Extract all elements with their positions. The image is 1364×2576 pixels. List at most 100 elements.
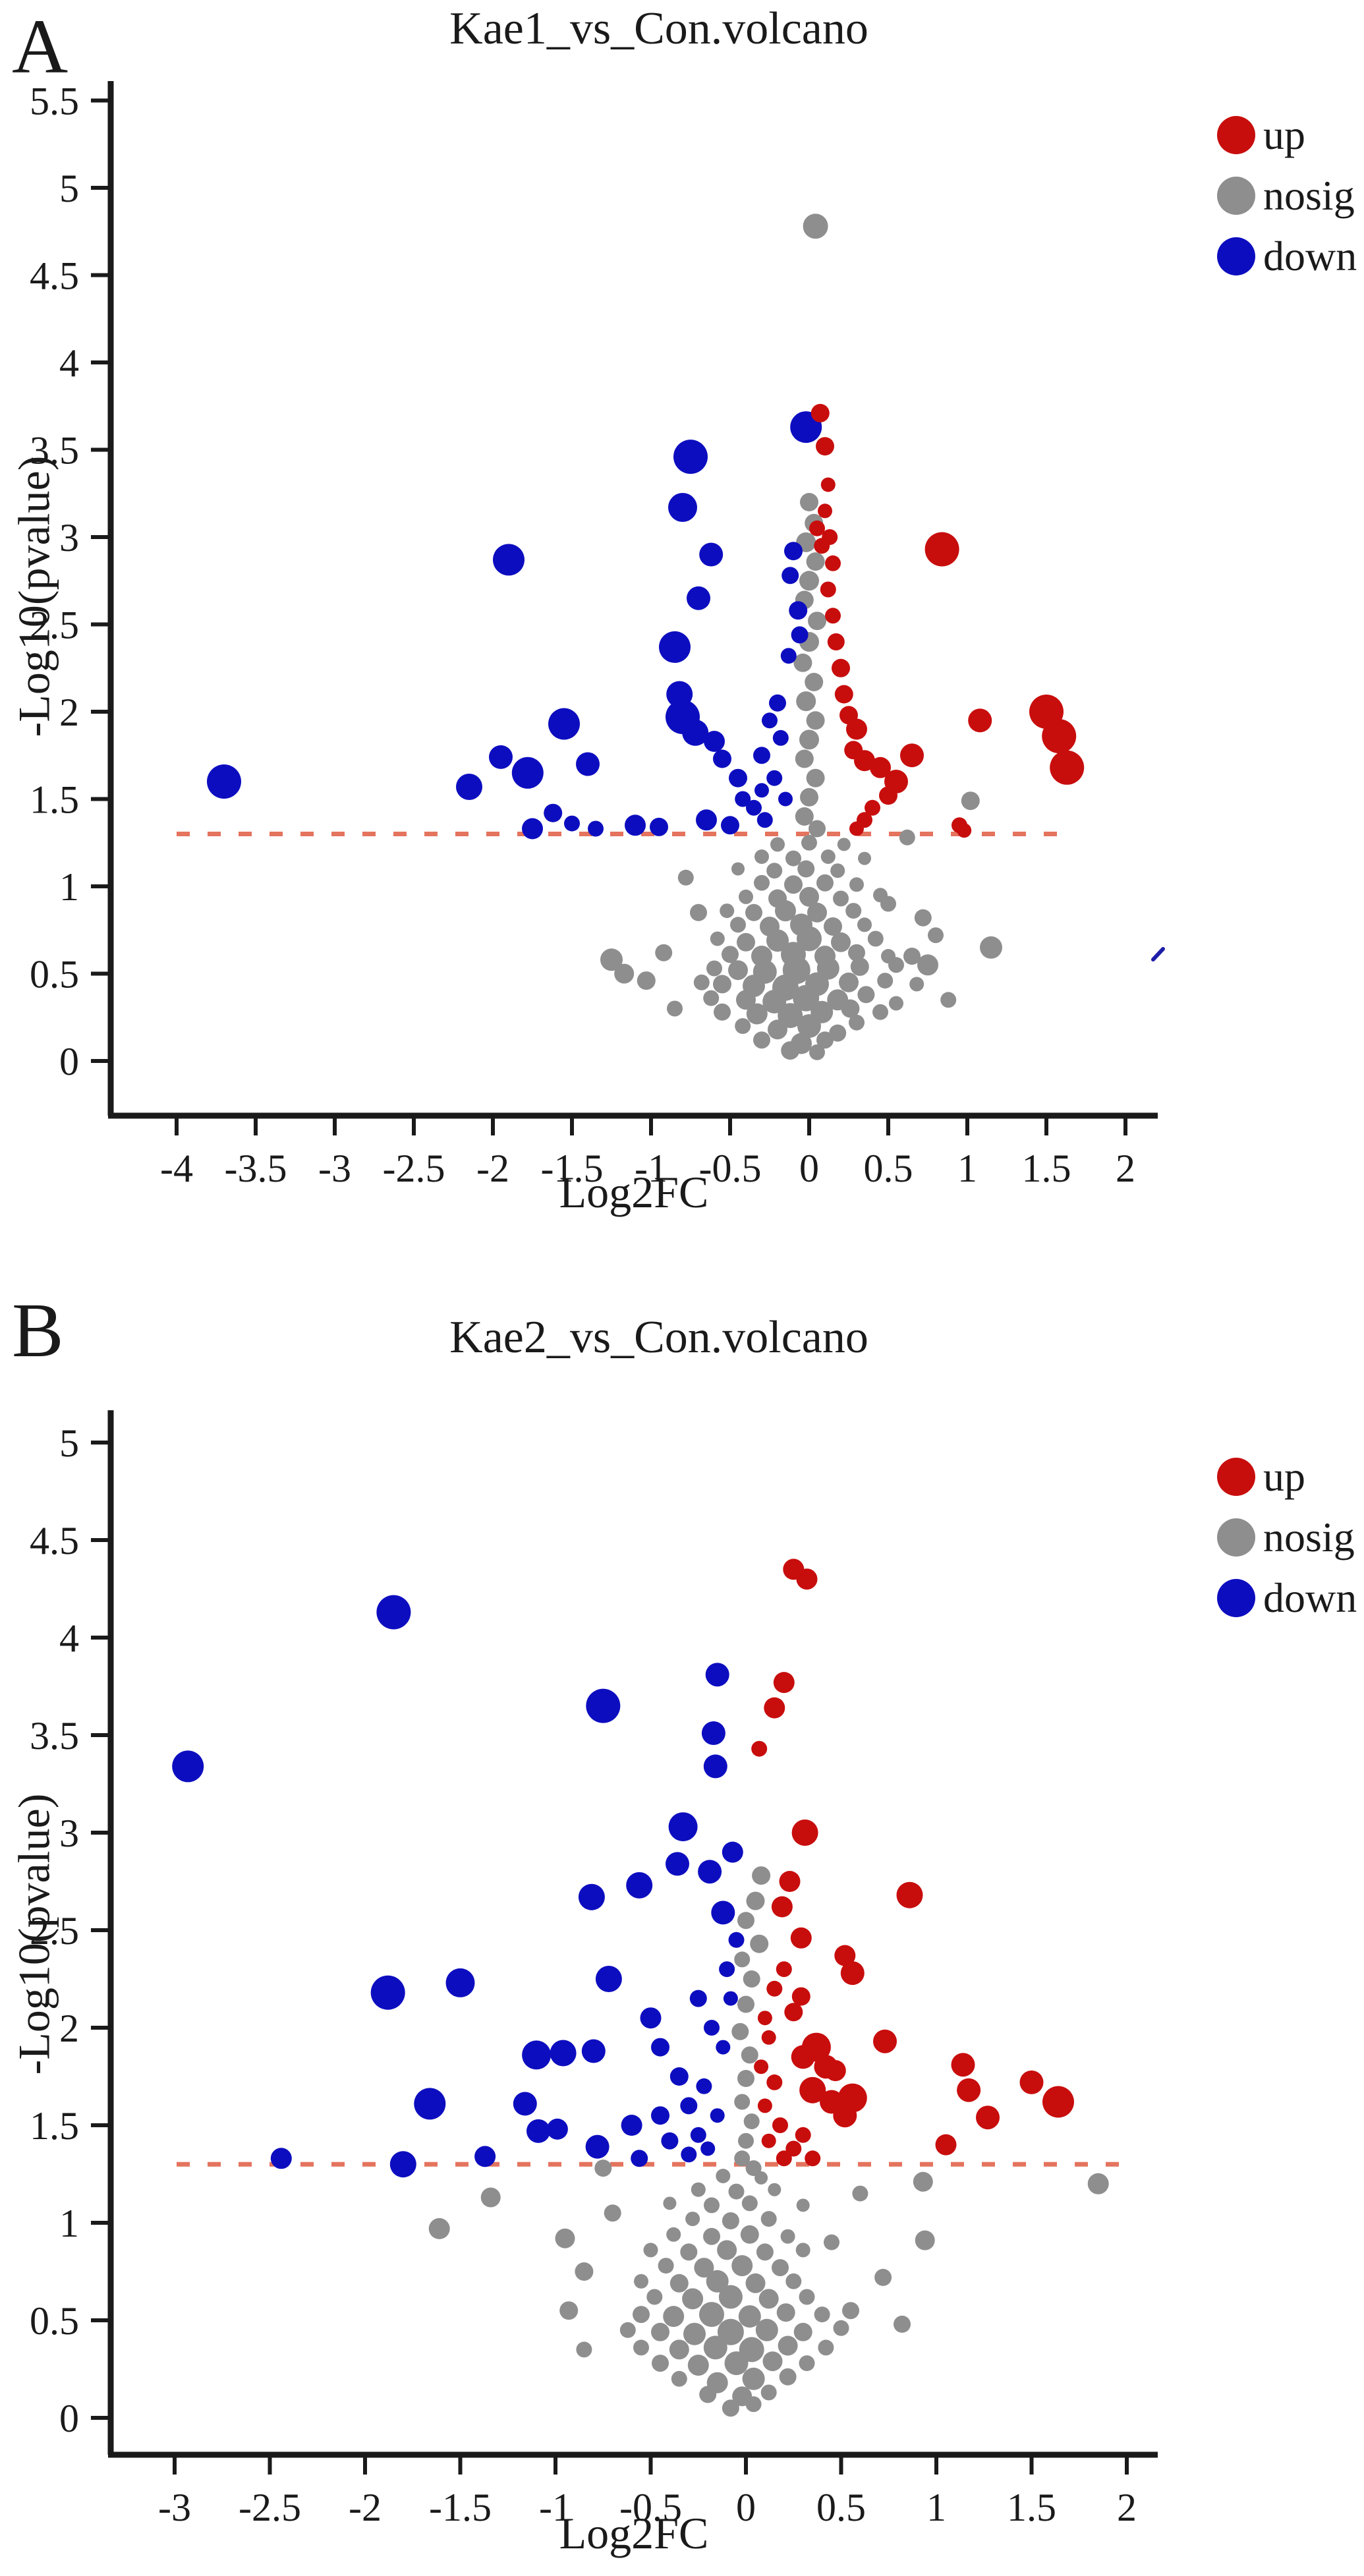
data-point-nosig <box>706 2372 728 2393</box>
data-point-nosig <box>741 2195 758 2212</box>
data-point-up <box>957 2078 981 2102</box>
data-point-nosig <box>814 2306 830 2323</box>
legend-label-down: down <box>1263 233 1357 279</box>
data-point-down <box>651 2038 669 2057</box>
data-point-up <box>818 503 832 519</box>
data-point-nosig <box>728 960 748 981</box>
data-point-down <box>659 631 691 663</box>
data-point-down <box>493 544 525 576</box>
data-point-up <box>820 581 836 598</box>
data-point-nosig <box>669 2274 689 2293</box>
data-point-down <box>699 542 724 567</box>
data-point-nosig <box>874 2268 892 2286</box>
data-point-nosig <box>682 2288 704 2310</box>
x-tick-label: -3.5 <box>225 1147 287 1190</box>
data-point-nosig <box>800 493 818 511</box>
data-point-nosig <box>797 860 815 878</box>
data-point-nosig <box>728 2183 745 2200</box>
data-point-nosig <box>799 2355 815 2372</box>
data-point-down <box>445 1968 475 1997</box>
data-point-nosig <box>680 2243 698 2261</box>
data-point-nosig <box>778 2335 798 2356</box>
data-point-nosig <box>820 849 836 864</box>
data-point-down <box>696 2078 712 2094</box>
volcano-panel-b: -3 -2.5 -2 -1.5 -1 -0.5 0 0.5 1 1.5 2 0 0.5 1 1.5 2 2.5 3… <box>30 1410 1158 2529</box>
data-point-nosig <box>555 2228 575 2248</box>
data-point-nosig <box>663 2196 677 2210</box>
data-point-down <box>588 820 604 837</box>
data-point-up <box>751 1740 768 1757</box>
data-point-up <box>951 2053 975 2077</box>
data-point-nosig <box>754 874 770 891</box>
data-point-nosig <box>633 2306 650 2324</box>
data-point-nosig <box>799 886 819 907</box>
data-point-nosig <box>913 2171 933 2192</box>
data-point-nosig <box>646 2289 663 2305</box>
data-point-nosig <box>737 1912 754 1930</box>
legend-swatch-up <box>1217 1458 1255 1496</box>
data-point-up <box>1050 750 1085 785</box>
legend-label-down: down <box>1263 1574 1357 1621</box>
data-point-up <box>757 2011 772 2026</box>
data-point-down <box>666 1852 689 1876</box>
legend-item-down: down <box>1217 1574 1357 1621</box>
data-point-down <box>728 1932 745 1948</box>
data-point-down <box>721 816 739 835</box>
data-point-nosig <box>810 1000 834 1023</box>
data-point-nosig <box>915 2230 935 2250</box>
legend-label-up: up <box>1263 111 1305 158</box>
data-point-up <box>968 708 992 733</box>
x-tick-label: -2 <box>349 2486 382 2529</box>
y-tick-label: 0.5 <box>30 2299 79 2343</box>
data-point-nosig <box>850 957 869 976</box>
data-point-up <box>791 2045 815 2069</box>
data-point-down <box>651 2106 669 2125</box>
data-point-nosig <box>778 1003 803 1029</box>
data-point-nosig <box>594 2160 612 2177</box>
legend-swatch-down <box>1217 1579 1255 1617</box>
data-point-nosig <box>651 2322 669 2341</box>
data-point-nosig <box>790 913 812 936</box>
x-tick-label: -1.5 <box>429 2486 492 2529</box>
data-point-down <box>626 1872 653 1899</box>
data-point-nosig <box>795 807 814 826</box>
data-point-nosig <box>806 552 825 571</box>
data-point-nosig <box>637 971 656 990</box>
data-point-nosig <box>857 917 872 932</box>
data-point-down <box>705 1663 729 1687</box>
data-point-nosig <box>731 2022 749 2040</box>
data-point-nosig <box>739 889 753 904</box>
x-tick-label: 1 <box>957 1147 977 1190</box>
data-point-down <box>548 708 580 740</box>
data-point-nosig <box>772 2259 789 2277</box>
data-point-up <box>865 799 880 816</box>
data-point-nosig <box>559 2301 579 2320</box>
data-point-down <box>625 815 646 836</box>
data-point-nosig <box>706 2270 729 2293</box>
panel-letter-a: A <box>12 3 69 90</box>
data-point-nosig <box>734 2150 751 2167</box>
y-tick-label: 3 <box>59 516 79 559</box>
data-point-nosig <box>731 2255 753 2277</box>
data-point-up <box>773 1672 795 1694</box>
y-tick-label: 1.5 <box>30 2104 79 2148</box>
x-tick-label: -1 <box>635 1147 668 1190</box>
data-point-down <box>766 770 783 786</box>
data-point-nosig <box>785 2273 802 2289</box>
data-point-nosig <box>877 973 894 989</box>
data-point-nosig <box>816 874 834 892</box>
x-tick-label: -3 <box>158 2486 191 2529</box>
data-point-nosig <box>703 2335 727 2360</box>
data-point-nosig <box>667 1000 683 1017</box>
x-tick-label: -0.5 <box>699 1147 762 1190</box>
data-point-nosig <box>731 862 745 876</box>
x-tick-label: -4 <box>160 1147 193 1190</box>
data-point-up <box>924 532 959 567</box>
data-point-nosig <box>690 903 707 921</box>
data-point-nosig <box>751 946 772 967</box>
data-point-nosig <box>889 996 903 1011</box>
data-point-nosig <box>745 2160 762 2177</box>
data-point-up <box>900 743 924 768</box>
data-point-down <box>669 2067 689 2086</box>
